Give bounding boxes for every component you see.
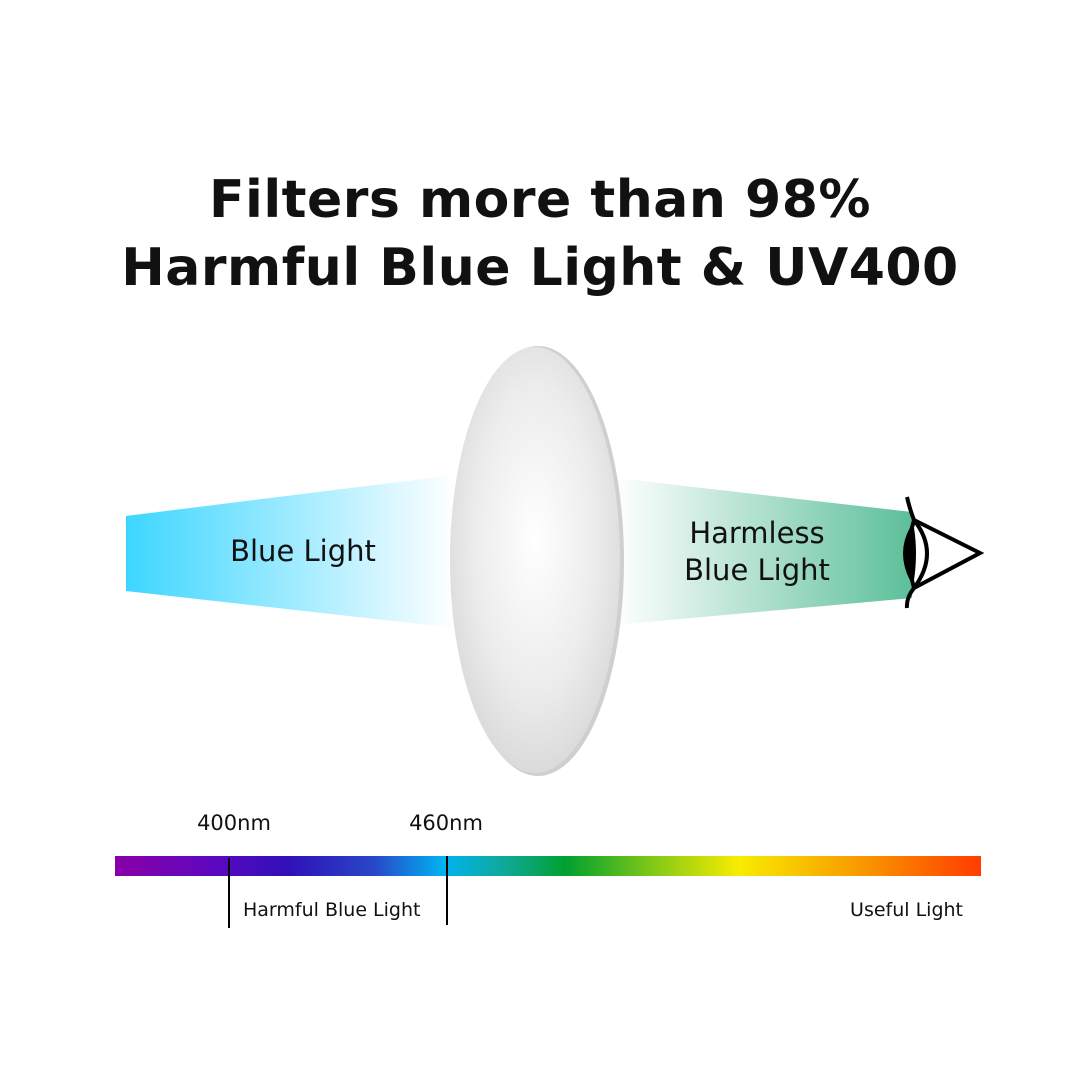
headline-line-2: Harmful Blue Light & UV400 (121, 238, 959, 298)
incoming-label: Blue Light (230, 534, 376, 568)
harmful-blue-light-label: Harmful Blue Light (243, 899, 420, 921)
useful-light-label: Useful Light (850, 899, 963, 921)
eye-icon (903, 496, 985, 609)
headline: Filters more than 98% Harmful Blue Light… (0, 166, 1080, 302)
spectrum-bar (115, 856, 981, 876)
headline-line-1: Filters more than 98% (209, 170, 871, 230)
mark-460nm: 460nm (409, 811, 483, 835)
outgoing-label-line-1: Harmless (689, 516, 824, 550)
outgoing-label-line-2: Blue Light (684, 553, 830, 587)
harmless-light-beam (615, 478, 912, 625)
mark-400nm: 400nm (197, 811, 271, 835)
incoming-blue-light-beam (126, 475, 455, 628)
lens-icon (450, 346, 624, 776)
